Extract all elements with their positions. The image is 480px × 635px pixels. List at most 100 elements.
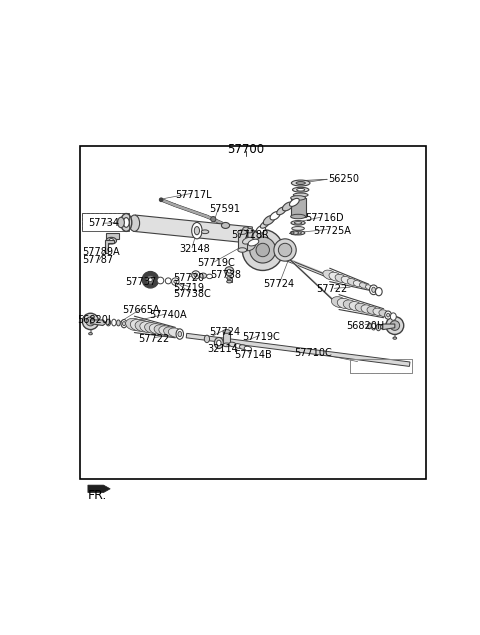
Ellipse shape (264, 215, 275, 225)
Ellipse shape (235, 344, 242, 348)
Ellipse shape (291, 220, 305, 225)
Circle shape (228, 269, 231, 273)
Ellipse shape (368, 323, 372, 329)
Text: 57725A: 57725A (313, 225, 351, 236)
Text: 57740A: 57740A (149, 310, 187, 320)
Polygon shape (223, 331, 230, 345)
Ellipse shape (291, 214, 306, 218)
Circle shape (86, 317, 95, 326)
Ellipse shape (221, 222, 229, 229)
Ellipse shape (238, 230, 247, 234)
Bar (81, 146, 426, 479)
Ellipse shape (178, 331, 181, 337)
Ellipse shape (144, 323, 161, 333)
Ellipse shape (347, 279, 357, 285)
Text: FR.: FR. (88, 489, 107, 502)
Ellipse shape (135, 321, 152, 332)
Ellipse shape (204, 335, 210, 343)
Circle shape (174, 280, 177, 283)
Ellipse shape (376, 324, 381, 331)
Ellipse shape (242, 237, 253, 244)
Circle shape (278, 243, 292, 257)
Ellipse shape (131, 319, 147, 331)
Ellipse shape (112, 319, 116, 326)
Ellipse shape (202, 230, 209, 234)
Text: 57700: 57700 (228, 143, 264, 156)
Ellipse shape (370, 285, 378, 295)
Circle shape (386, 317, 404, 335)
Ellipse shape (244, 346, 252, 351)
Ellipse shape (260, 221, 269, 228)
Ellipse shape (106, 237, 117, 244)
Text: 56820J: 56820J (77, 314, 111, 324)
Text: 57710C: 57710C (294, 349, 332, 358)
Ellipse shape (252, 231, 263, 239)
Ellipse shape (282, 202, 293, 211)
Ellipse shape (294, 222, 302, 224)
Ellipse shape (256, 225, 265, 234)
Ellipse shape (248, 239, 259, 246)
Polygon shape (105, 239, 114, 253)
Ellipse shape (341, 276, 352, 284)
Text: 57738: 57738 (211, 271, 241, 280)
Circle shape (274, 239, 296, 261)
Polygon shape (186, 333, 410, 366)
Text: 56820H: 56820H (347, 321, 384, 330)
Ellipse shape (290, 231, 299, 235)
Circle shape (390, 321, 400, 330)
Ellipse shape (291, 196, 306, 200)
Text: 57720: 57720 (173, 273, 204, 283)
Ellipse shape (335, 274, 347, 283)
Ellipse shape (291, 231, 294, 234)
Text: 57724: 57724 (209, 327, 240, 337)
Circle shape (146, 276, 155, 284)
Ellipse shape (337, 298, 352, 309)
Text: 57734: 57734 (88, 218, 119, 228)
Ellipse shape (223, 330, 230, 333)
Ellipse shape (118, 217, 124, 228)
Ellipse shape (390, 313, 396, 320)
Polygon shape (88, 485, 110, 493)
Ellipse shape (247, 229, 252, 233)
Ellipse shape (372, 287, 375, 292)
Text: 57714B: 57714B (234, 350, 272, 360)
Circle shape (142, 272, 158, 288)
Circle shape (250, 237, 276, 263)
Circle shape (83, 313, 99, 330)
Text: 57789A: 57789A (83, 247, 120, 257)
Polygon shape (290, 198, 305, 217)
Text: 57719: 57719 (173, 283, 204, 293)
Ellipse shape (120, 213, 132, 231)
Ellipse shape (194, 227, 200, 235)
Ellipse shape (122, 321, 125, 326)
Ellipse shape (277, 207, 286, 215)
Ellipse shape (349, 302, 362, 311)
Ellipse shape (154, 324, 169, 335)
Ellipse shape (375, 288, 382, 296)
Ellipse shape (291, 180, 310, 186)
Text: 57665A: 57665A (122, 305, 160, 314)
Ellipse shape (343, 300, 357, 310)
Circle shape (192, 271, 200, 279)
Text: 57719C: 57719C (242, 331, 280, 342)
Ellipse shape (123, 218, 129, 227)
Ellipse shape (227, 280, 232, 283)
Ellipse shape (229, 342, 236, 347)
Text: 57787: 57787 (83, 255, 113, 265)
Ellipse shape (295, 232, 301, 234)
Ellipse shape (296, 182, 305, 185)
Ellipse shape (393, 337, 396, 339)
Ellipse shape (372, 323, 376, 330)
Ellipse shape (379, 310, 388, 317)
Ellipse shape (292, 187, 309, 192)
Ellipse shape (353, 281, 362, 287)
Ellipse shape (206, 274, 213, 279)
Ellipse shape (248, 229, 255, 241)
Ellipse shape (140, 321, 156, 333)
Circle shape (165, 278, 171, 284)
Circle shape (148, 278, 152, 281)
Text: 57716D: 57716D (305, 213, 344, 224)
Text: 32148: 32148 (179, 244, 210, 254)
Text: 57722: 57722 (317, 284, 348, 294)
Circle shape (211, 217, 216, 222)
